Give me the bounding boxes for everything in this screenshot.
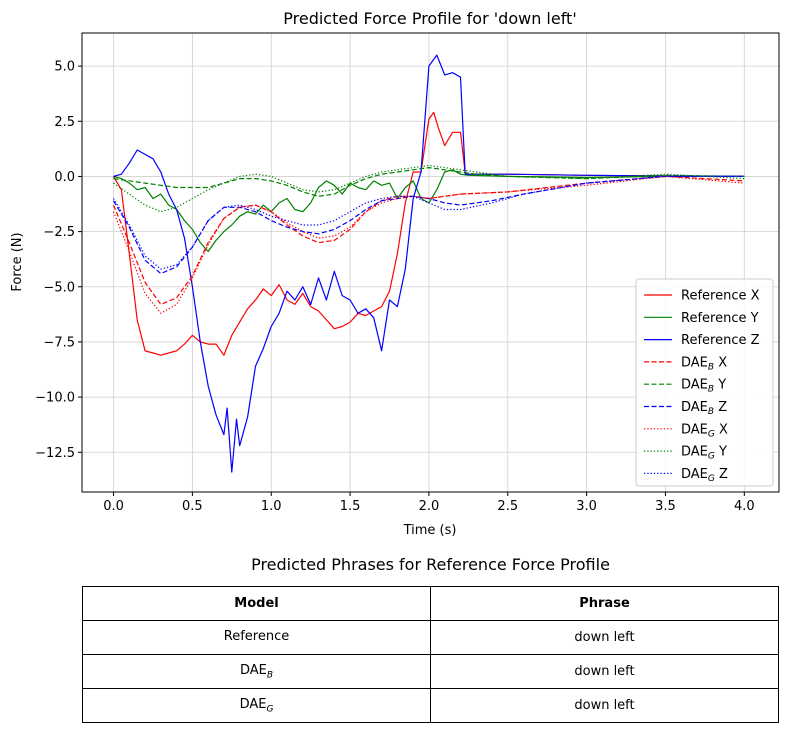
chart-title: Predicted Force Profile for 'down left': [283, 9, 576, 28]
model-subscript: B: [266, 670, 274, 681]
table-row: Reference down left: [82, 620, 779, 655]
series-line-dae-b-z: [112, 175, 745, 275]
series-line-reference-y: [113, 169, 745, 253]
y-tick-label: −12.5: [35, 446, 75, 461]
table-header-row: Model Phrase: [82, 586, 779, 621]
legend-label: Reference X: [681, 289, 760, 304]
table-row: DAEG down left: [82, 688, 779, 723]
header-phrase: Phrase: [430, 586, 779, 621]
legend-label: DAEB X: [681, 355, 727, 372]
legend-label: DAEG X: [681, 422, 728, 439]
axis-ticks: 0.0 0.5 1.0 1.5 2.0 2.5 3.0 3.5 4.0 5.0 2.5 0.0 −2.5…: [35, 60, 754, 514]
series-line-dae-g-x: [112, 175, 745, 314]
phrase-cell: down left: [430, 654, 779, 689]
x-tick-label: 2.5: [497, 499, 518, 514]
phrase-table: Model Phrase Reference down left DAEB do…: [82, 586, 779, 723]
phrase-cell: down left: [430, 620, 779, 655]
y-tick-label: 0.0: [54, 170, 75, 185]
model-subscript: G: [266, 704, 274, 715]
header-model: Model: [82, 586, 431, 621]
x-tick-label: 1.5: [340, 499, 361, 514]
legend-label: DAEG Y: [681, 445, 727, 462]
model-name: Reference: [223, 628, 290, 644]
series-line-dae-g-z: [112, 175, 745, 270]
y-tick-label: −2.5: [43, 225, 75, 240]
y-tick-label: −10.0: [35, 391, 75, 406]
phrase-cell: down left: [430, 688, 779, 723]
x-tick-label: 3.5: [655, 499, 676, 514]
x-tick-label: 1.0: [261, 499, 282, 514]
y-tick-label: 5.0: [54, 60, 75, 75]
y-tick-label: −7.5: [43, 335, 75, 350]
legend-label: Reference Z: [681, 333, 760, 348]
series-line-reference-x: [112, 111, 745, 356]
series-line-reference-z: [113, 54, 745, 473]
legend-label: DAEB Y: [681, 378, 726, 395]
y-tick-label: −5.0: [43, 280, 75, 295]
y-tick-label: 2.5: [54, 115, 75, 130]
table-row: DAEB down left: [82, 654, 779, 689]
x-tick-label: 0.5: [182, 499, 203, 514]
y-axis-label: Force (N): [10, 232, 25, 291]
model-cell: DAEG: [82, 688, 431, 723]
x-axis-label: Time (s): [403, 523, 457, 538]
legend-box: [635, 278, 774, 487]
legend: Reference X Reference Y Reference Z DAEB X D…: [635, 278, 774, 487]
series-line-dae-b-x: [112, 175, 745, 305]
legend-label: Reference Y: [681, 311, 759, 326]
model-name: DAE: [239, 662, 267, 678]
series-lines: [112, 54, 745, 473]
x-tick-label: 0.0: [103, 499, 124, 514]
x-tick-label: 3.0: [576, 499, 597, 514]
x-tick-label: 4.0: [734, 499, 755, 514]
model-cell: Reference: [82, 620, 431, 655]
model-name: DAE: [239, 696, 267, 712]
plot-frame: [81, 32, 780, 493]
x-tick-label: 2.0: [419, 499, 440, 514]
model-cell: DAEB: [82, 654, 431, 689]
legend-label: DAEB Z: [681, 400, 727, 417]
force-profile-chart: Predicted Force Profile for 'down left' …: [10, 9, 780, 538]
table-title: Predicted Phrases for Reference Force Pr…: [251, 555, 610, 574]
legend-label: DAEG Z: [681, 467, 728, 484]
